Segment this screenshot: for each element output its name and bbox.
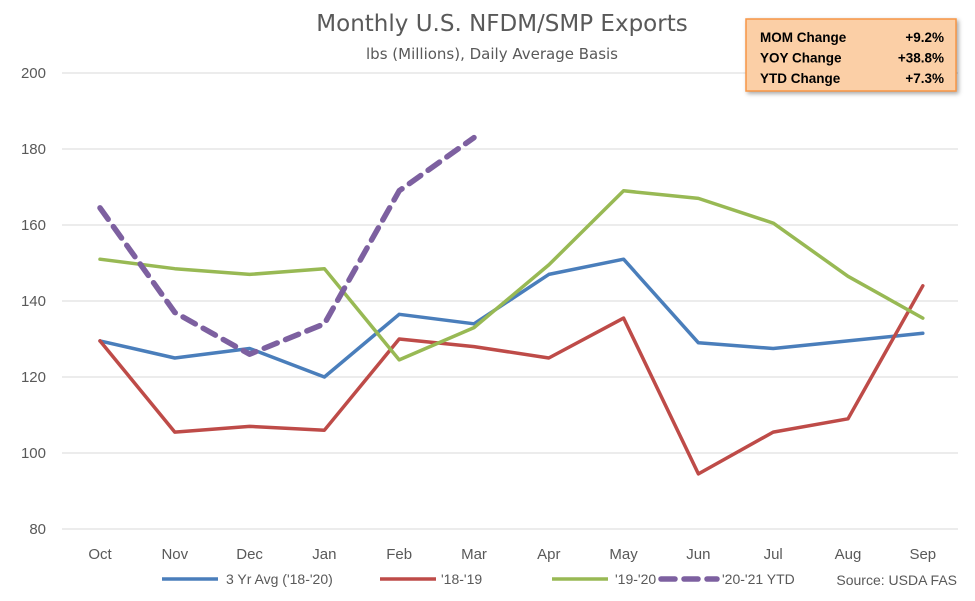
x-tick-label: Oct	[88, 546, 112, 563]
x-tick-label: Sep	[909, 546, 936, 563]
y-tick-label: 140	[21, 293, 46, 310]
series-line	[98, 284, 925, 476]
change-box-value: +9.2%	[905, 30, 944, 45]
change-box-value: +7.3%	[905, 71, 944, 86]
series-line	[97, 134, 477, 357]
y-tick-label: 180	[21, 141, 46, 158]
y-tick-label: 160	[21, 217, 46, 234]
chart-subtitle: lbs (Millions), Daily Average Basis	[366, 45, 618, 63]
x-tick-label: Apr	[537, 546, 560, 563]
change-box: MOM Change +9.2% YOY Change +38.8% YTD Chang…	[745, 18, 957, 92]
y-tick-label: 100	[21, 445, 46, 462]
legend-label: 3 Yr Avg ('18-'20)	[226, 571, 333, 587]
y-tick-label: 120	[21, 369, 46, 386]
legend: 3 Yr Avg ('18-'20) '18-'19 '19-'20 '20-'21 …	[162, 571, 795, 587]
legend-label: '18-'19	[441, 571, 482, 587]
legend-label: '19-'20	[615, 571, 656, 587]
series-line	[98, 257, 925, 379]
change-box-label: MOM Change	[760, 30, 847, 45]
change-box-value: +38.8%	[898, 51, 944, 66]
x-tick-label: Aug	[835, 546, 862, 563]
change-box-label: YOY Change	[760, 51, 842, 66]
x-tick-label: Nov	[161, 546, 188, 563]
y-tick-label: 200	[21, 65, 46, 82]
chart-title: Monthly U.S. NFDM/SMP Exports	[316, 11, 687, 37]
y-tick-label: 80	[29, 521, 46, 538]
change-box-frame	[745, 18, 957, 92]
x-tick-label: Jan	[312, 546, 336, 563]
x-tick-label: Mar	[461, 546, 487, 563]
source-note: Source: USDA FAS	[836, 572, 957, 588]
gridlines	[62, 72, 958, 530]
x-tick-label: Feb	[386, 546, 412, 563]
x-tick-label: Dec	[236, 546, 263, 563]
y-axis-ticks: 80 100 120 140 160 180 200	[21, 65, 46, 538]
x-tick-label: Jul	[764, 546, 783, 563]
x-tick-label: May	[609, 546, 638, 563]
x-tick-label: Jun	[686, 546, 710, 563]
legend-label: '20-'21 YTD	[722, 571, 795, 587]
series-line	[98, 189, 925, 362]
x-axis-ticks: Oct Nov Dec Jan Feb Mar Apr May Jun Jul Aug Sep	[88, 546, 936, 563]
series-lines	[97, 134, 925, 476]
change-box-label: YTD Change	[760, 71, 841, 86]
